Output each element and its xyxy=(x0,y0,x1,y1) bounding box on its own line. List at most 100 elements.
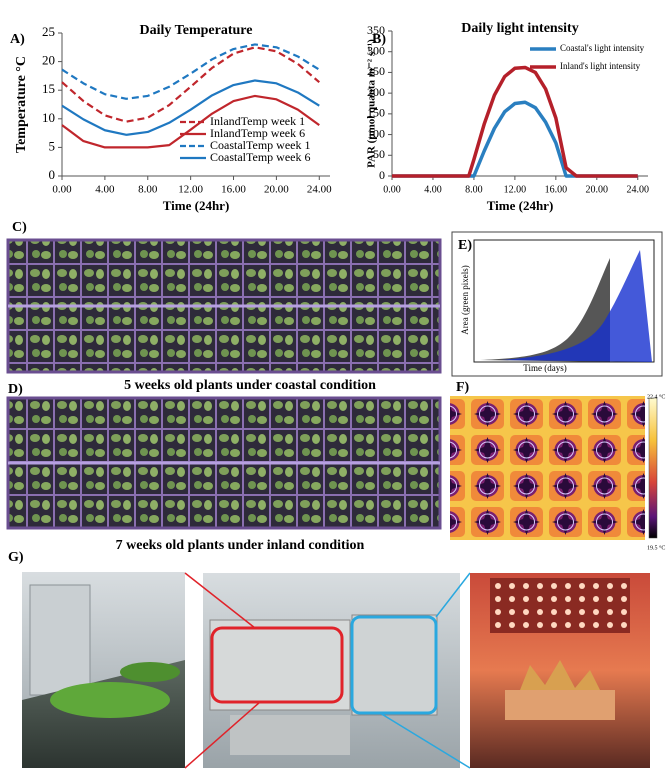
led xyxy=(495,596,501,602)
trolley xyxy=(230,715,350,755)
y-tick-label: 15 xyxy=(42,81,55,96)
connector xyxy=(435,572,471,618)
y-tick-label: 5 xyxy=(49,138,56,153)
x-tick-label: 16.00 xyxy=(545,184,568,195)
growth-plot-axes xyxy=(473,239,655,363)
led xyxy=(607,622,613,628)
panel-label: B) xyxy=(372,32,386,47)
led xyxy=(579,583,585,589)
led xyxy=(523,583,529,589)
x-axis-label: Time (24hr) xyxy=(487,198,554,213)
y-axis-label: Temperature °C xyxy=(14,56,29,153)
legend-label: InlandTemp week 1 xyxy=(210,114,305,128)
highlight-inland xyxy=(210,626,344,704)
growth-curves xyxy=(500,250,652,362)
plant-tray xyxy=(505,690,615,720)
led xyxy=(509,622,515,628)
led xyxy=(565,583,571,589)
panel-label: E) xyxy=(458,238,472,253)
y-tick-label: 50 xyxy=(373,147,385,161)
led xyxy=(593,583,599,589)
connector xyxy=(184,701,261,769)
led xyxy=(565,596,571,602)
series-line xyxy=(61,79,320,136)
led xyxy=(537,609,543,615)
series-line xyxy=(61,43,320,100)
x-tick-label: 0.00 xyxy=(52,184,72,196)
led xyxy=(579,609,585,615)
led xyxy=(495,583,501,589)
series-line xyxy=(392,65,638,178)
y-tick-label: 350 xyxy=(367,23,385,37)
caption: 7 weeks old plants under inland conditio… xyxy=(116,538,365,553)
led xyxy=(593,596,599,602)
x-tick-label: 4.00 xyxy=(424,184,442,195)
y-tick-label: 200 xyxy=(367,85,385,99)
y-tick-label: 300 xyxy=(367,43,385,57)
x-tick-label: 12.00 xyxy=(504,184,527,195)
legend-label: Coastal's light intensity xyxy=(560,43,645,53)
plants xyxy=(50,682,170,718)
led xyxy=(509,609,515,615)
led xyxy=(509,596,515,602)
y-axis-label: PAR (μmol quanta m⁻² s⁻¹) xyxy=(366,39,378,168)
x-tick-label: 8.00 xyxy=(465,184,483,195)
led xyxy=(551,596,557,602)
cabinet xyxy=(351,614,438,716)
led xyxy=(495,609,501,615)
led xyxy=(607,596,613,602)
plants xyxy=(520,660,600,690)
caption: 5 weeks old plants under coastal conditi… xyxy=(124,378,376,393)
panel-label: F) xyxy=(456,380,470,395)
growth-curves xyxy=(480,258,610,362)
x-tick-label: 12.00 xyxy=(178,184,203,196)
led xyxy=(551,609,557,615)
led xyxy=(621,583,627,589)
x-tick-label: 24.00 xyxy=(627,184,650,195)
led xyxy=(621,596,627,602)
led xyxy=(607,609,613,615)
panel-label: D) xyxy=(8,382,23,397)
led xyxy=(621,622,627,628)
led xyxy=(607,583,613,589)
cabinet xyxy=(209,619,351,711)
led xyxy=(509,583,515,589)
led xyxy=(537,596,543,602)
x-tick-label: 24.00 xyxy=(307,184,332,196)
led xyxy=(621,609,627,615)
y-tick-label: 100 xyxy=(367,126,385,140)
series-line xyxy=(392,100,638,178)
connector xyxy=(379,712,471,769)
panel-label: C) xyxy=(12,220,27,235)
led xyxy=(551,622,557,628)
legend-label: InlandTemp week 6 xyxy=(210,126,305,140)
connector xyxy=(184,572,256,629)
led xyxy=(579,622,585,628)
led xyxy=(551,583,557,589)
x-tick-label: 20.00 xyxy=(586,184,609,195)
led xyxy=(523,609,529,615)
y-tick-label: 250 xyxy=(367,64,385,78)
y-tick-label: 150 xyxy=(367,106,385,120)
chart-title: Daily Temperature xyxy=(140,23,253,38)
plants xyxy=(120,662,180,682)
highlight-coastal xyxy=(350,615,438,715)
chart-title: Daily light intensity xyxy=(461,21,578,36)
y-tick-label: 0 xyxy=(379,168,385,182)
led xyxy=(565,609,571,615)
y-tick-label: 10 xyxy=(42,110,55,125)
x-tick-label: 0.00 xyxy=(383,184,401,195)
colorbar-min: 19.5 °C xyxy=(647,544,665,551)
led xyxy=(495,622,501,628)
x-tick-label: 4.00 xyxy=(95,184,115,196)
led xyxy=(593,622,599,628)
y-tick-label: 25 xyxy=(42,24,55,39)
series-line xyxy=(61,94,320,149)
led xyxy=(579,596,585,602)
led xyxy=(593,609,599,615)
thermal-image xyxy=(450,396,645,540)
led xyxy=(537,622,543,628)
led xyxy=(523,596,529,602)
x-axis-label: Time (days) xyxy=(523,363,566,373)
